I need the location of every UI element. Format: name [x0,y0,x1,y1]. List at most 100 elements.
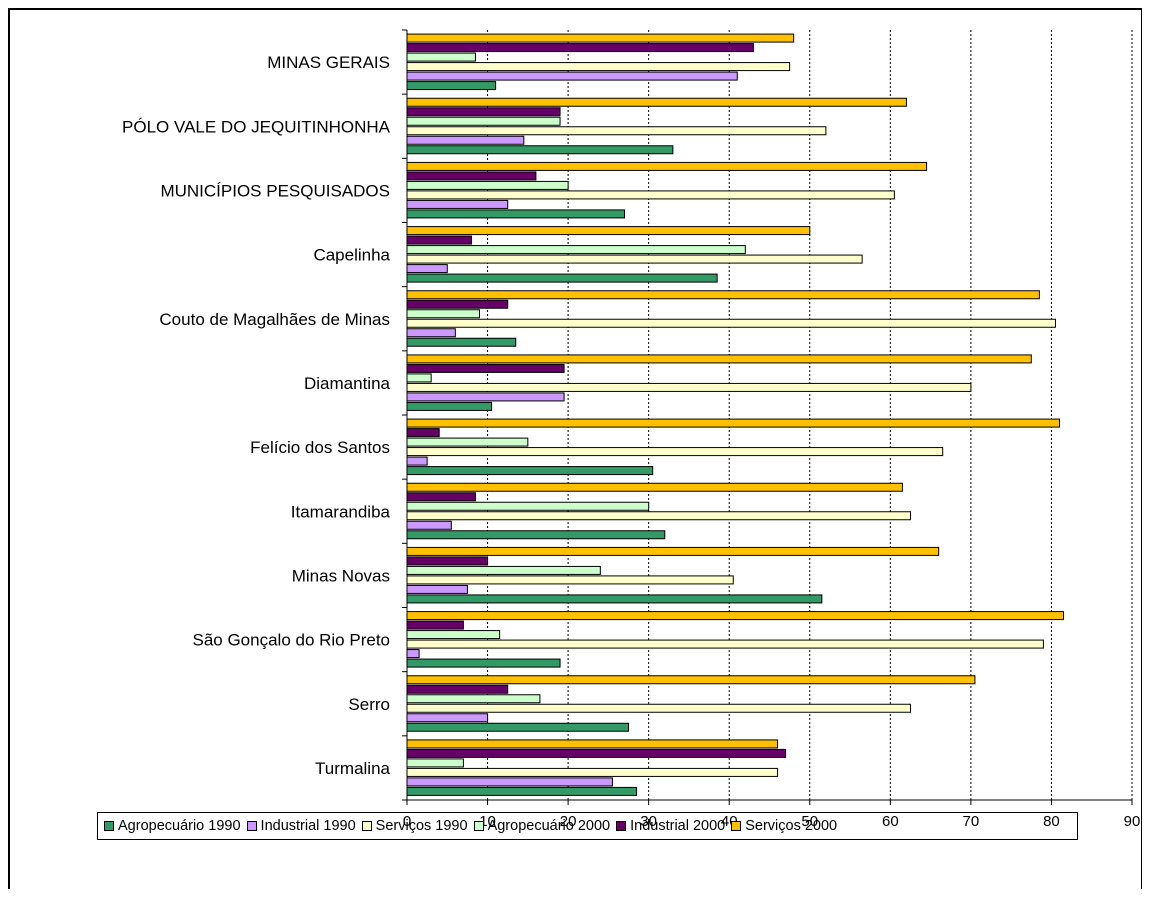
bar [406,62,791,72]
bar [406,43,754,53]
bar [406,290,1040,300]
bar [406,264,448,274]
legend-item: Serviços 2000 [731,818,837,834]
bar [406,171,537,181]
bar [406,649,420,659]
bar [406,145,674,155]
bar [406,466,654,476]
bar [406,418,1060,428]
legend-swatch [473,821,484,831]
category-label: Diamantina [304,374,391,393]
category-label: Turmalina [315,759,390,778]
legend-swatch [104,821,114,831]
bar [406,658,561,668]
bar [406,382,972,392]
legend-label: Industrial 2000 [630,818,726,834]
category-label: Itamarandiba [291,502,391,521]
bar [406,135,525,145]
category-label: Couto de Magalhães de Minas [159,310,390,329]
bar [406,401,493,411]
legend-swatch [616,821,627,831]
bar [406,492,476,502]
legend-label: Agropecuário 2000 [487,818,611,834]
bar [406,584,468,594]
category-label: Serro [348,695,390,714]
bar [406,758,464,768]
x-tick-label: 0 [403,813,411,830]
bar [406,226,811,236]
bar [406,556,489,566]
bar [406,107,561,117]
bar [406,694,541,704]
bar [406,546,940,556]
bar [406,520,452,530]
legend-item: Agropecuário 2000 [473,818,611,834]
bar [406,703,911,713]
bar [406,437,529,447]
bar [406,245,746,255]
x-tick-label: 60 [882,813,899,830]
bar [406,161,928,171]
bar [406,81,497,91]
bar [406,575,734,585]
bar [406,620,464,630]
bar [406,675,976,685]
bar [406,639,1044,649]
category-label: Capelinha [313,246,390,265]
bar [406,354,1032,364]
bar [406,786,638,796]
bar [406,392,565,402]
bar [406,126,827,136]
bar [406,97,907,107]
bar [406,630,501,640]
x-tick-label: 50 [801,813,818,830]
bar [406,767,779,777]
category-label: Minas Novas [292,566,390,585]
x-tick-label: 20 [560,813,577,830]
category-label: MINAS GERAIS [267,53,390,72]
bar [406,482,903,492]
bar [406,373,432,383]
bar [406,684,509,694]
category-label: São Gonçalo do Rio Preto [192,631,390,650]
legend-swatch [246,821,257,831]
bar [406,318,1056,328]
bar [406,190,895,200]
bar [406,777,613,787]
category-label: MUNICÍPIOS PESQUISADOS [160,181,390,200]
bar [406,447,944,457]
legend-label: Industrial 1990 [260,818,356,834]
bar [406,33,795,43]
bar [406,713,489,723]
x-tick-label: 30 [640,813,657,830]
legend-label: Agropecuário 1990 [118,818,241,834]
legend-item: Agropecuário 1990 [104,818,241,834]
legend-label: Serviços 1990 [375,818,468,834]
bar [406,337,517,347]
legend-swatch [361,821,372,831]
bar [406,273,718,283]
bar [406,235,472,245]
bar [406,565,601,575]
bar [406,530,666,540]
bar [406,501,650,511]
chart-frame [8,8,1142,889]
category-label: PÓLO VALE DO JEQUITINHONHA [122,117,391,136]
bar [406,739,779,749]
legend-item: Serviços 1990 [361,818,468,834]
bar [406,328,456,338]
bar [406,748,787,758]
bar [406,116,561,126]
legend-item: Industrial 1990 [246,818,356,834]
bar [406,511,911,521]
bar [406,209,625,219]
bar [406,309,480,319]
x-tick-label: 70 [963,813,980,830]
bar [406,199,509,209]
x-tick-label: 90 [1124,813,1141,830]
bar [406,254,863,264]
x-tick-label: 80 [1043,813,1060,830]
bar [406,180,569,190]
legend: Agropecuário 1990 Industrial 1990 Serviços… [97,812,1078,840]
